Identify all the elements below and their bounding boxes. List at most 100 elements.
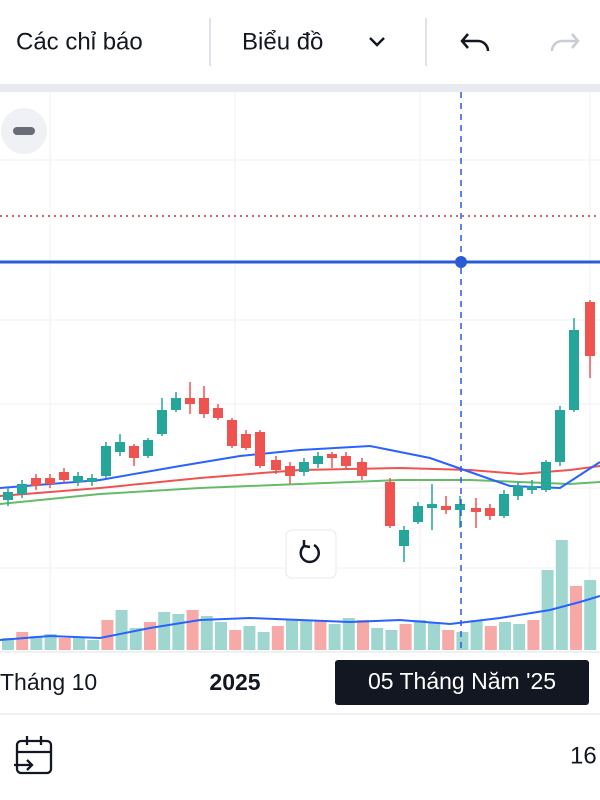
- moving-averages: [0, 444, 600, 641]
- volume-bar: [499, 622, 511, 650]
- candle-body: [271, 460, 281, 470]
- collapse-icon[interactable]: [13, 127, 35, 135]
- candle-body: [157, 410, 167, 434]
- candle-body: [45, 478, 55, 484]
- candle-body: [313, 456, 323, 464]
- undo-button[interactable]: [460, 33, 490, 52]
- moving-average: [0, 465, 600, 497]
- volume-bar: [584, 580, 597, 650]
- volume-bar: [456, 632, 469, 650]
- dropdown-icon[interactable]: [369, 37, 385, 47]
- volume-bar: [271, 626, 284, 650]
- candle-body: [527, 486, 537, 490]
- candle-body: [357, 462, 367, 476]
- volume-bar: [413, 620, 426, 650]
- anchor-point[interactable]: [455, 256, 467, 268]
- candle-body: [585, 302, 595, 356]
- volume-bar: [200, 616, 213, 650]
- volume-bar: [73, 638, 85, 650]
- candle-body: [129, 446, 139, 458]
- candle-body: [227, 420, 237, 446]
- volume-bar: [470, 620, 483, 650]
- volume-bar: [484, 626, 497, 650]
- candle-body: [101, 446, 111, 476]
- candle-body: [555, 410, 565, 462]
- volume-bar: [328, 624, 341, 650]
- candle-body: [485, 508, 495, 516]
- indicators-button[interactable]: Các chỉ báo: [16, 28, 143, 55]
- volume-bar: [16, 632, 29, 650]
- candle-body: [199, 398, 209, 414]
- candle-body: [441, 506, 451, 510]
- candle-body: [73, 476, 83, 482]
- candle-body: [241, 434, 251, 448]
- candle-body: [143, 440, 153, 456]
- candle-body: [87, 478, 97, 482]
- volume-bar: [243, 626, 256, 650]
- candle-body: [385, 482, 395, 526]
- candle-body: [285, 466, 295, 476]
- candle-body: [399, 530, 409, 546]
- volume-bar: [555, 540, 568, 650]
- volume-bar: [58, 638, 71, 650]
- volume-bar: [2, 638, 14, 650]
- candle-body: [171, 398, 181, 410]
- volume-bar: [30, 636, 43, 650]
- volume-bar: [342, 618, 355, 650]
- volume-bar: [186, 610, 199, 650]
- footer-value: 16: [570, 742, 597, 769]
- candle-body: [59, 472, 69, 480]
- toolbar-divider: [0, 84, 600, 92]
- volume-bar: [215, 622, 227, 650]
- volume-bar: [527, 620, 540, 650]
- candle-body: [341, 456, 351, 466]
- volume-bar: [129, 628, 142, 650]
- volume-bar: [399, 624, 412, 650]
- x-axis-label: Tháng 10: [0, 669, 97, 695]
- volume-bar: [115, 610, 128, 650]
- candle-body: [115, 442, 125, 452]
- volume-bar: [44, 634, 57, 650]
- volume-bar: [442, 630, 455, 650]
- moving-average: [0, 479, 600, 505]
- volume-bar: [385, 630, 398, 650]
- candle-body: [299, 462, 309, 472]
- candle-body: [569, 330, 579, 410]
- crosshair-date: 05 Tháng Năm '25: [368, 668, 556, 694]
- candle-body: [455, 504, 465, 510]
- reset-button[interactable]: [285, 529, 337, 579]
- candle-body: [541, 462, 551, 490]
- candle-body: [255, 432, 265, 466]
- volume-bar: [314, 620, 327, 650]
- candle-body: [413, 506, 423, 522]
- volume-bar: [428, 622, 440, 650]
- volume-bar: [158, 612, 171, 650]
- toolbar: [0, 0, 600, 86]
- candle-body: [471, 508, 481, 512]
- volume-bar: [101, 620, 114, 650]
- chart-menu-button[interactable]: Biểu đồ: [242, 28, 323, 55]
- redo-button[interactable]: [550, 33, 580, 52]
- volume-bar: [286, 620, 298, 650]
- candle-body: [185, 398, 195, 404]
- candle-body: [31, 478, 41, 486]
- grid: [0, 92, 600, 652]
- volume-bar: [300, 620, 313, 650]
- reset-icon[interactable]: [299, 540, 320, 564]
- candle-body: [427, 504, 437, 508]
- volume-bar: [229, 630, 242, 650]
- candle-body: [213, 408, 223, 418]
- candle-body: [499, 494, 509, 516]
- volume-bar: [87, 640, 100, 650]
- volume-bar: [257, 632, 270, 650]
- volume-bar: [513, 624, 526, 650]
- volume-bar: [570, 586, 582, 650]
- volume-bar: [357, 620, 369, 650]
- date-range-button[interactable]: [14, 736, 53, 775]
- volume-bar: [172, 614, 185, 650]
- candle-body: [3, 492, 13, 500]
- moving-average: [0, 595, 600, 641]
- moving-average: [0, 444, 600, 490]
